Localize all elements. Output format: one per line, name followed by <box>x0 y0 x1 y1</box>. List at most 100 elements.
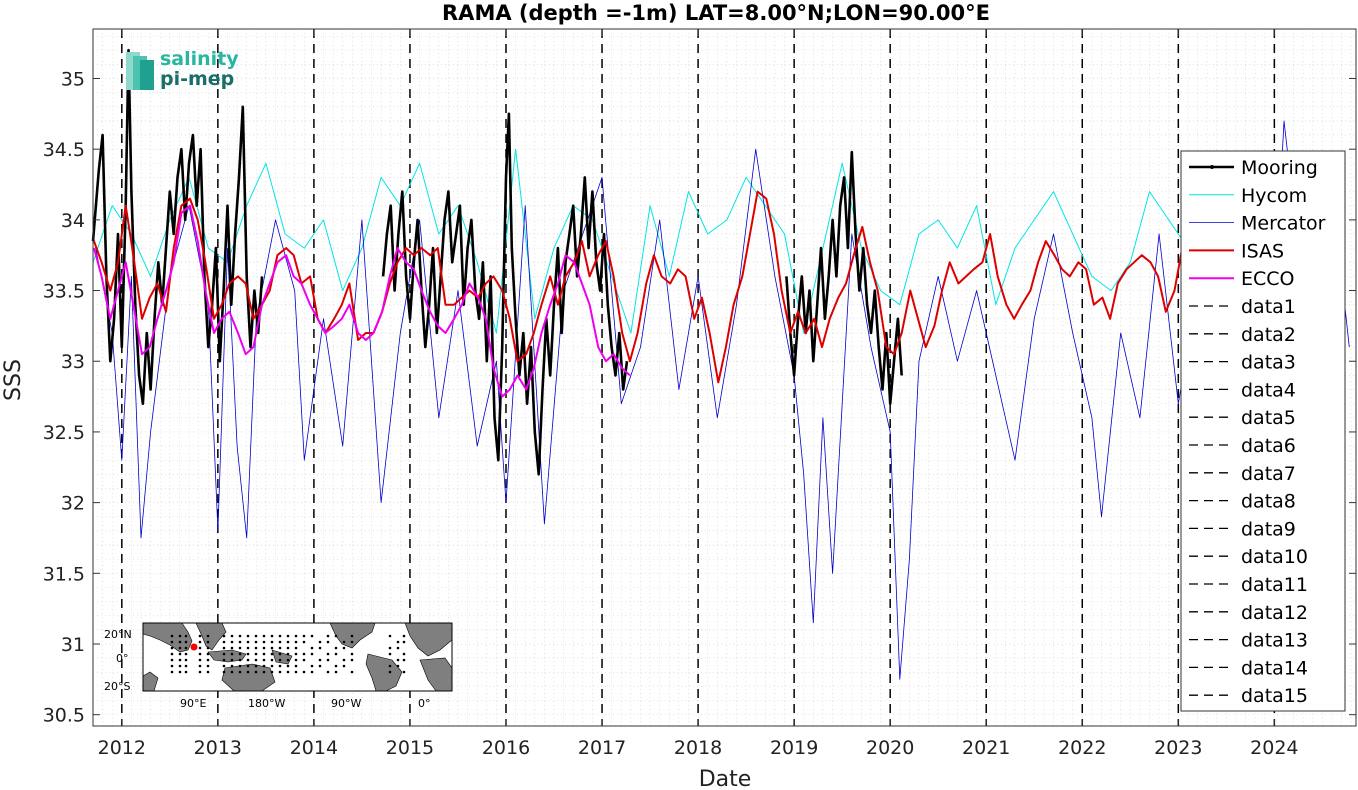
x-tick-label: 2012 <box>98 737 146 759</box>
y-axis-label: SSS <box>1 359 26 401</box>
inset-mooring-dot <box>326 640 330 644</box>
inset-lat-label-20n: 20°N <box>104 628 132 641</box>
legend-label: data11 <box>1241 574 1308 596</box>
inset-mooring-dot <box>278 634 282 638</box>
inset-mooring-dot <box>402 640 406 644</box>
inset-mooring-dot <box>294 652 298 656</box>
inset-map-frame <box>142 622 453 692</box>
legend-label: data8 <box>1241 491 1296 513</box>
inset-mooring-dot <box>178 658 182 662</box>
inset-mooring-dot <box>184 670 188 674</box>
inset-mooring-dot <box>222 640 226 644</box>
legend-label: data14 <box>1241 657 1308 679</box>
inset-mooring-dot <box>206 640 210 644</box>
y-tick-label: 31.5 <box>43 563 85 585</box>
x-tick-label: 2017 <box>578 737 626 759</box>
inset-mooring-dot <box>170 652 174 656</box>
inset-mooring-dot <box>342 646 346 650</box>
inset-lon-label-90e: 90°E <box>180 697 206 710</box>
inset-mooring-dot <box>262 664 266 668</box>
inset-mooring-dot <box>334 664 338 668</box>
inset-mooring-dot <box>286 658 290 662</box>
inset-mooring-dot <box>262 658 266 662</box>
inset-mooring-dot <box>350 658 354 662</box>
inset-mooring-dot <box>334 652 338 656</box>
legend: Mooring Hycom Mercator ISAS ECCO data1 data2 da… <box>1180 150 1346 712</box>
inset-land-shape <box>221 663 276 692</box>
y-tick-label: 31 <box>61 634 85 656</box>
inset-lat-label-20s: 20°S <box>104 680 130 693</box>
salinity-pi-mep-logo: salinity pi-mep <box>126 48 239 90</box>
inset-mooring-dot <box>326 658 330 662</box>
legend-box <box>1180 150 1346 712</box>
legend-label: data12 <box>1241 602 1308 624</box>
inset-mooring-dot <box>326 652 330 656</box>
inset-mooring-dot <box>270 670 274 674</box>
logo-text-salinity: salinity <box>160 48 239 70</box>
inset-mooring-dot <box>246 658 250 662</box>
x-tick-label: 2024 <box>1250 737 1298 759</box>
inset-mooring-dot <box>178 634 182 638</box>
inset-mooring-dot <box>206 652 210 656</box>
legend-label: data1 <box>1241 296 1296 318</box>
x-tick-label: 2020 <box>866 737 914 759</box>
inset-mooring-dot <box>388 664 392 668</box>
inset-mooring-dot <box>206 670 210 674</box>
x-tick-label: 2015 <box>386 737 434 759</box>
inset-mooring-dot <box>246 664 250 668</box>
inset-mooring-dot <box>198 658 202 662</box>
logo-mark-front <box>140 60 154 90</box>
inset-mooring-dot <box>254 670 258 674</box>
series-line-mooring <box>381 112 629 476</box>
x-axis-label: Date <box>699 767 752 790</box>
inset-mooring-dot <box>230 634 234 638</box>
inset-mooring-dot <box>262 652 266 656</box>
legend-label: data9 <box>1241 518 1296 540</box>
inset-mooring-dot <box>238 652 242 656</box>
series-line-hycom <box>92 148 1198 334</box>
inset-mooring-dot <box>310 652 314 656</box>
inset-map-ocean <box>142 622 453 692</box>
inset-mooring-dot <box>222 658 226 662</box>
inset-mooring-dot <box>294 634 298 638</box>
inset-mooring-dot <box>388 646 392 650</box>
inset-mooring-dot <box>350 640 354 644</box>
inset-mooring-dot <box>198 652 202 656</box>
inset-mooring-dot <box>294 664 298 668</box>
legend-label: ECCO <box>1241 268 1295 290</box>
inset-mooring-dot <box>402 670 406 674</box>
inset-mooring-dot <box>286 646 290 650</box>
inset-mooring-dot <box>342 664 346 668</box>
inset-mooring-dot <box>184 646 188 650</box>
inset-mooring-dot <box>254 652 258 656</box>
inset-mooring-dot <box>294 670 298 674</box>
inset-mooring-dot <box>350 634 354 638</box>
inset-mooring-dot <box>230 670 234 674</box>
legend-label: data3 <box>1241 352 1296 374</box>
inset-mooring-dot <box>254 640 258 644</box>
inset-mooring-dot <box>278 658 282 662</box>
legend-label: data7 <box>1241 463 1296 485</box>
inset-mooring-dot <box>222 664 226 668</box>
inset-mooring-dot <box>334 634 338 638</box>
inset-mooring-dot <box>246 652 250 656</box>
y-tick-label: 34 <box>61 210 85 232</box>
series-line-mooring <box>91 48 264 406</box>
inset-mooring-dot <box>206 646 210 650</box>
inset-lon-label-180w: 180°W <box>248 697 285 710</box>
legend-marker <box>1210 165 1214 169</box>
series-line-isas <box>93 190 1191 384</box>
inset-map-land <box>142 622 453 692</box>
inset-mooring-dot <box>318 658 322 662</box>
inset-mooring-dot <box>326 670 330 674</box>
inset-mooring-dot <box>278 664 282 668</box>
series-group <box>91 48 1350 680</box>
legend-label: data5 <box>1241 407 1296 429</box>
x-tick-label: 2016 <box>482 737 530 759</box>
inset-mooring-dot <box>294 640 298 644</box>
series-line-ecco <box>93 204 631 398</box>
inset-mooring-dot <box>262 646 266 650</box>
inset-mooring-dot <box>198 634 202 638</box>
inset-mooring-dot <box>178 670 182 674</box>
inset-mooring-dot <box>170 640 174 644</box>
